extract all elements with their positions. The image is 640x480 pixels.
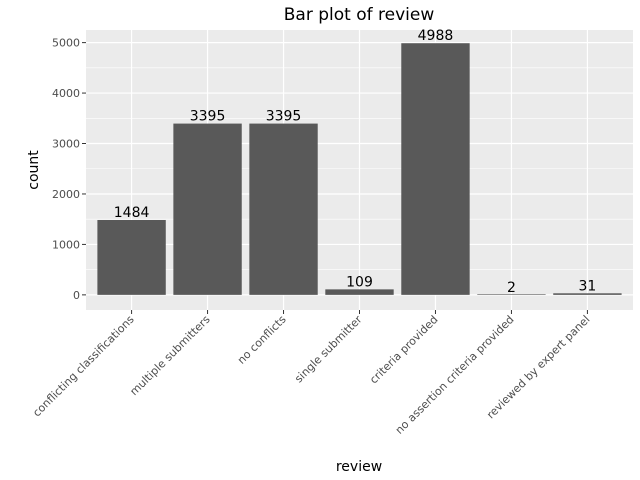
bar-value-label: 2 [507, 280, 516, 296]
bar [553, 293, 622, 295]
y-tick-label: 5000 [52, 37, 80, 50]
y-axis: 0 1000 2000 3000 4000 5000 [52, 37, 86, 302]
bar-value-label: 1484 [114, 205, 150, 221]
y-axis-title: count [26, 150, 42, 190]
bar-value-label: 3395 [266, 109, 302, 125]
x-axis-title: review [336, 459, 382, 475]
y-tick-label: 3000 [52, 138, 80, 151]
bar [401, 43, 470, 295]
x-tick-label: no assertion criteria provided [393, 313, 517, 437]
y-tick-label: 0 [73, 289, 80, 302]
bar-value-label: 31 [579, 278, 597, 294]
bar-value-label: 3395 [190, 109, 226, 125]
x-tick-label: multiple submitters [127, 313, 212, 398]
bars [97, 43, 622, 295]
y-tick-label: 2000 [52, 188, 80, 201]
y-tick-label: 1000 [52, 238, 80, 251]
bar-value-label: 109 [346, 274, 373, 290]
bar [249, 123, 318, 295]
bar [97, 219, 166, 295]
bar-labels: 1484 3395 3395 109 4988 2 31 [114, 28, 597, 296]
bar [325, 289, 394, 295]
chart-title: Bar plot of review [284, 5, 435, 25]
bar-value-label: 4988 [418, 28, 454, 44]
y-tick-label: 4000 [52, 87, 80, 100]
bar [173, 123, 242, 295]
x-tick-label: conflicting classifications [30, 313, 137, 420]
bar [477, 294, 546, 295]
x-tick-label: no conflicts [235, 313, 289, 367]
x-tick-label: single submitter [292, 313, 365, 386]
x-tick-label: criteria provided [367, 313, 440, 386]
